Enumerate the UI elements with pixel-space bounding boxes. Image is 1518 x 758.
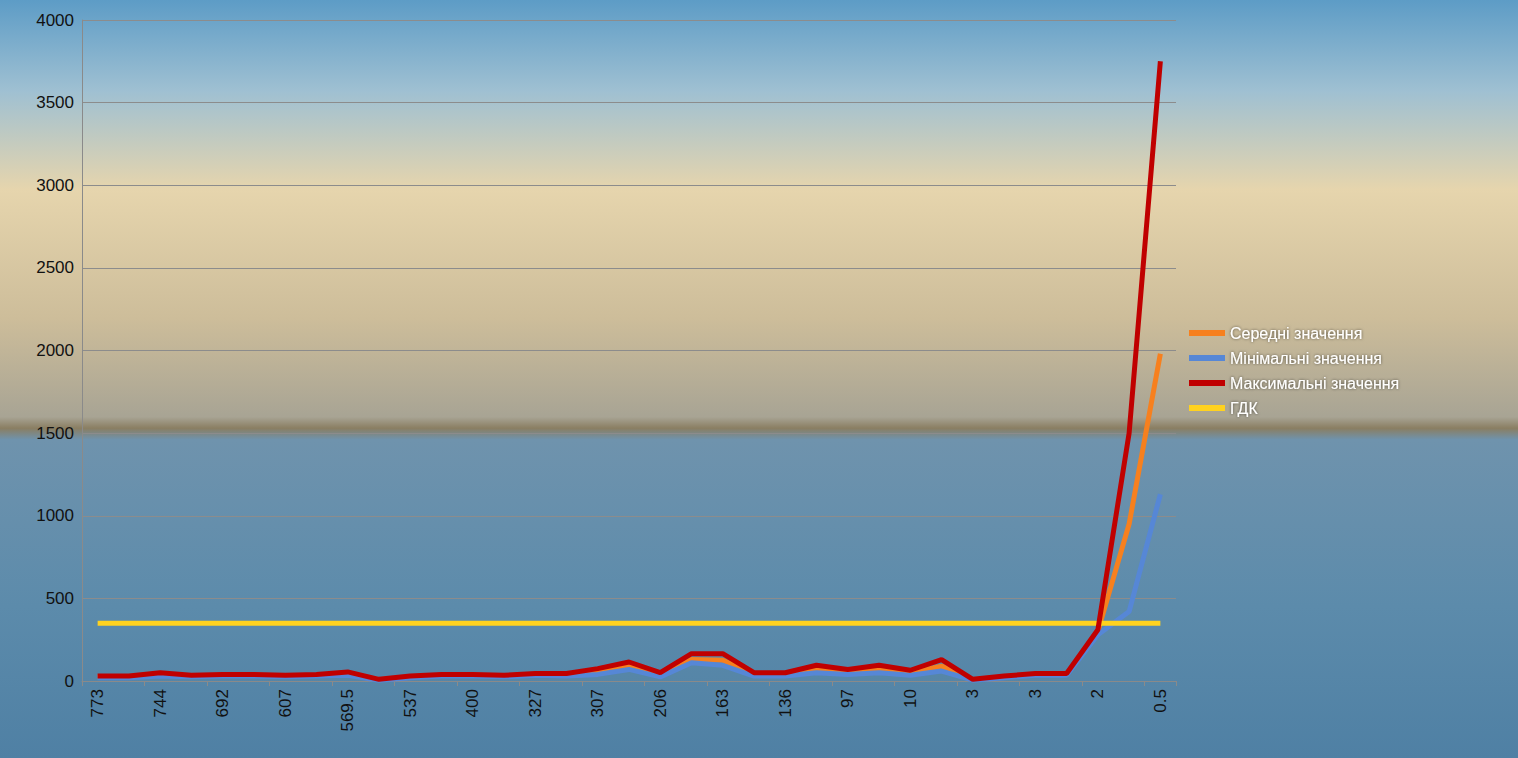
svg-text:0: 0 [65, 672, 74, 691]
svg-text:Максимальні значення: Максимальні значення [1230, 375, 1399, 392]
svg-text:1500: 1500 [36, 424, 74, 443]
svg-text:307: 307 [588, 689, 607, 717]
svg-text:3000: 3000 [36, 176, 74, 195]
svg-text:692: 692 [213, 689, 232, 717]
svg-text:2500: 2500 [36, 258, 74, 277]
svg-text:2000: 2000 [36, 341, 74, 360]
svg-text:163: 163 [713, 689, 732, 717]
svg-text:1000: 1000 [36, 506, 74, 525]
svg-text:4000: 4000 [36, 11, 74, 30]
svg-text:Середні значення: Середні значення [1230, 325, 1362, 342]
svg-text:10: 10 [901, 689, 920, 708]
svg-text:ГДК: ГДК [1230, 400, 1258, 417]
svg-text:400: 400 [463, 689, 482, 717]
svg-text:569.5: 569.5 [338, 689, 357, 732]
svg-text:0.5: 0.5 [1151, 689, 1170, 713]
svg-text:97: 97 [838, 689, 857, 708]
svg-text:3500: 3500 [36, 93, 74, 112]
svg-text:3: 3 [963, 689, 982, 698]
svg-text:327: 327 [526, 689, 545, 717]
svg-text:537: 537 [401, 689, 420, 717]
svg-text:773: 773 [88, 689, 107, 717]
svg-text:3: 3 [1026, 689, 1045, 698]
svg-text:607: 607 [276, 689, 295, 717]
svg-text:136: 136 [776, 689, 795, 717]
svg-text:206: 206 [651, 689, 670, 717]
svg-text:744: 744 [151, 689, 170, 717]
svg-text:Мінімальні значення: Мінімальні значення [1230, 350, 1382, 367]
svg-text:500: 500 [46, 589, 74, 608]
svg-text:2: 2 [1088, 689, 1107, 698]
